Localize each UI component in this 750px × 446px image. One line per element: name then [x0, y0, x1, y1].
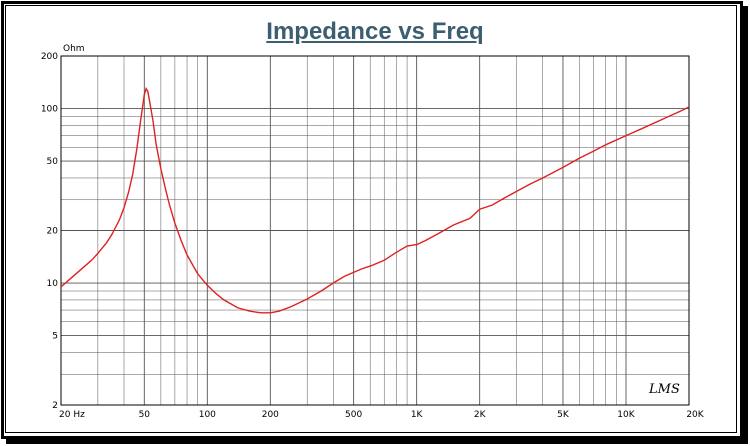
- x-tick-label: 100: [199, 410, 216, 420]
- y-tick-label: 50: [47, 157, 59, 167]
- y-axis-label: Ohm: [63, 44, 85, 54]
- inner-border: [5, 5, 737, 433]
- x-tick-label: 10K: [617, 410, 635, 420]
- y-tick-label: 200: [41, 52, 58, 62]
- x-tick-label: 5K: [557, 410, 570, 420]
- chart-title: Impedance vs Freq: [266, 18, 484, 45]
- x-tick-label: 500: [345, 410, 362, 420]
- x-tick-label: 2K: [474, 410, 487, 420]
- impedance-curve: [60, 86, 690, 314]
- x-tick-label: 20K: [686, 410, 704, 420]
- y-tick-label: 20: [47, 227, 59, 237]
- y-tick-label: 10: [47, 279, 59, 289]
- x-tick-label: 50: [139, 410, 151, 420]
- y-tick-label: 5: [52, 332, 58, 342]
- y-tick-label: 2: [52, 401, 58, 411]
- x-tick-label: 200: [262, 410, 279, 420]
- y-tick-label: 100: [41, 105, 58, 115]
- outer-border: [1, 1, 743, 439]
- tick-labels: 20 Hz 50 100 200 500 1K 2K 5K 10K 20K 200 100 50 20 10…: [41, 52, 705, 420]
- grid: [61, 56, 689, 405]
- lms-signature: LMS: [648, 382, 680, 397]
- x-tick-label: 20 Hz: [59, 410, 85, 420]
- x-tick-label: 1K: [411, 410, 424, 420]
- plot-border: [60, 55, 690, 406]
